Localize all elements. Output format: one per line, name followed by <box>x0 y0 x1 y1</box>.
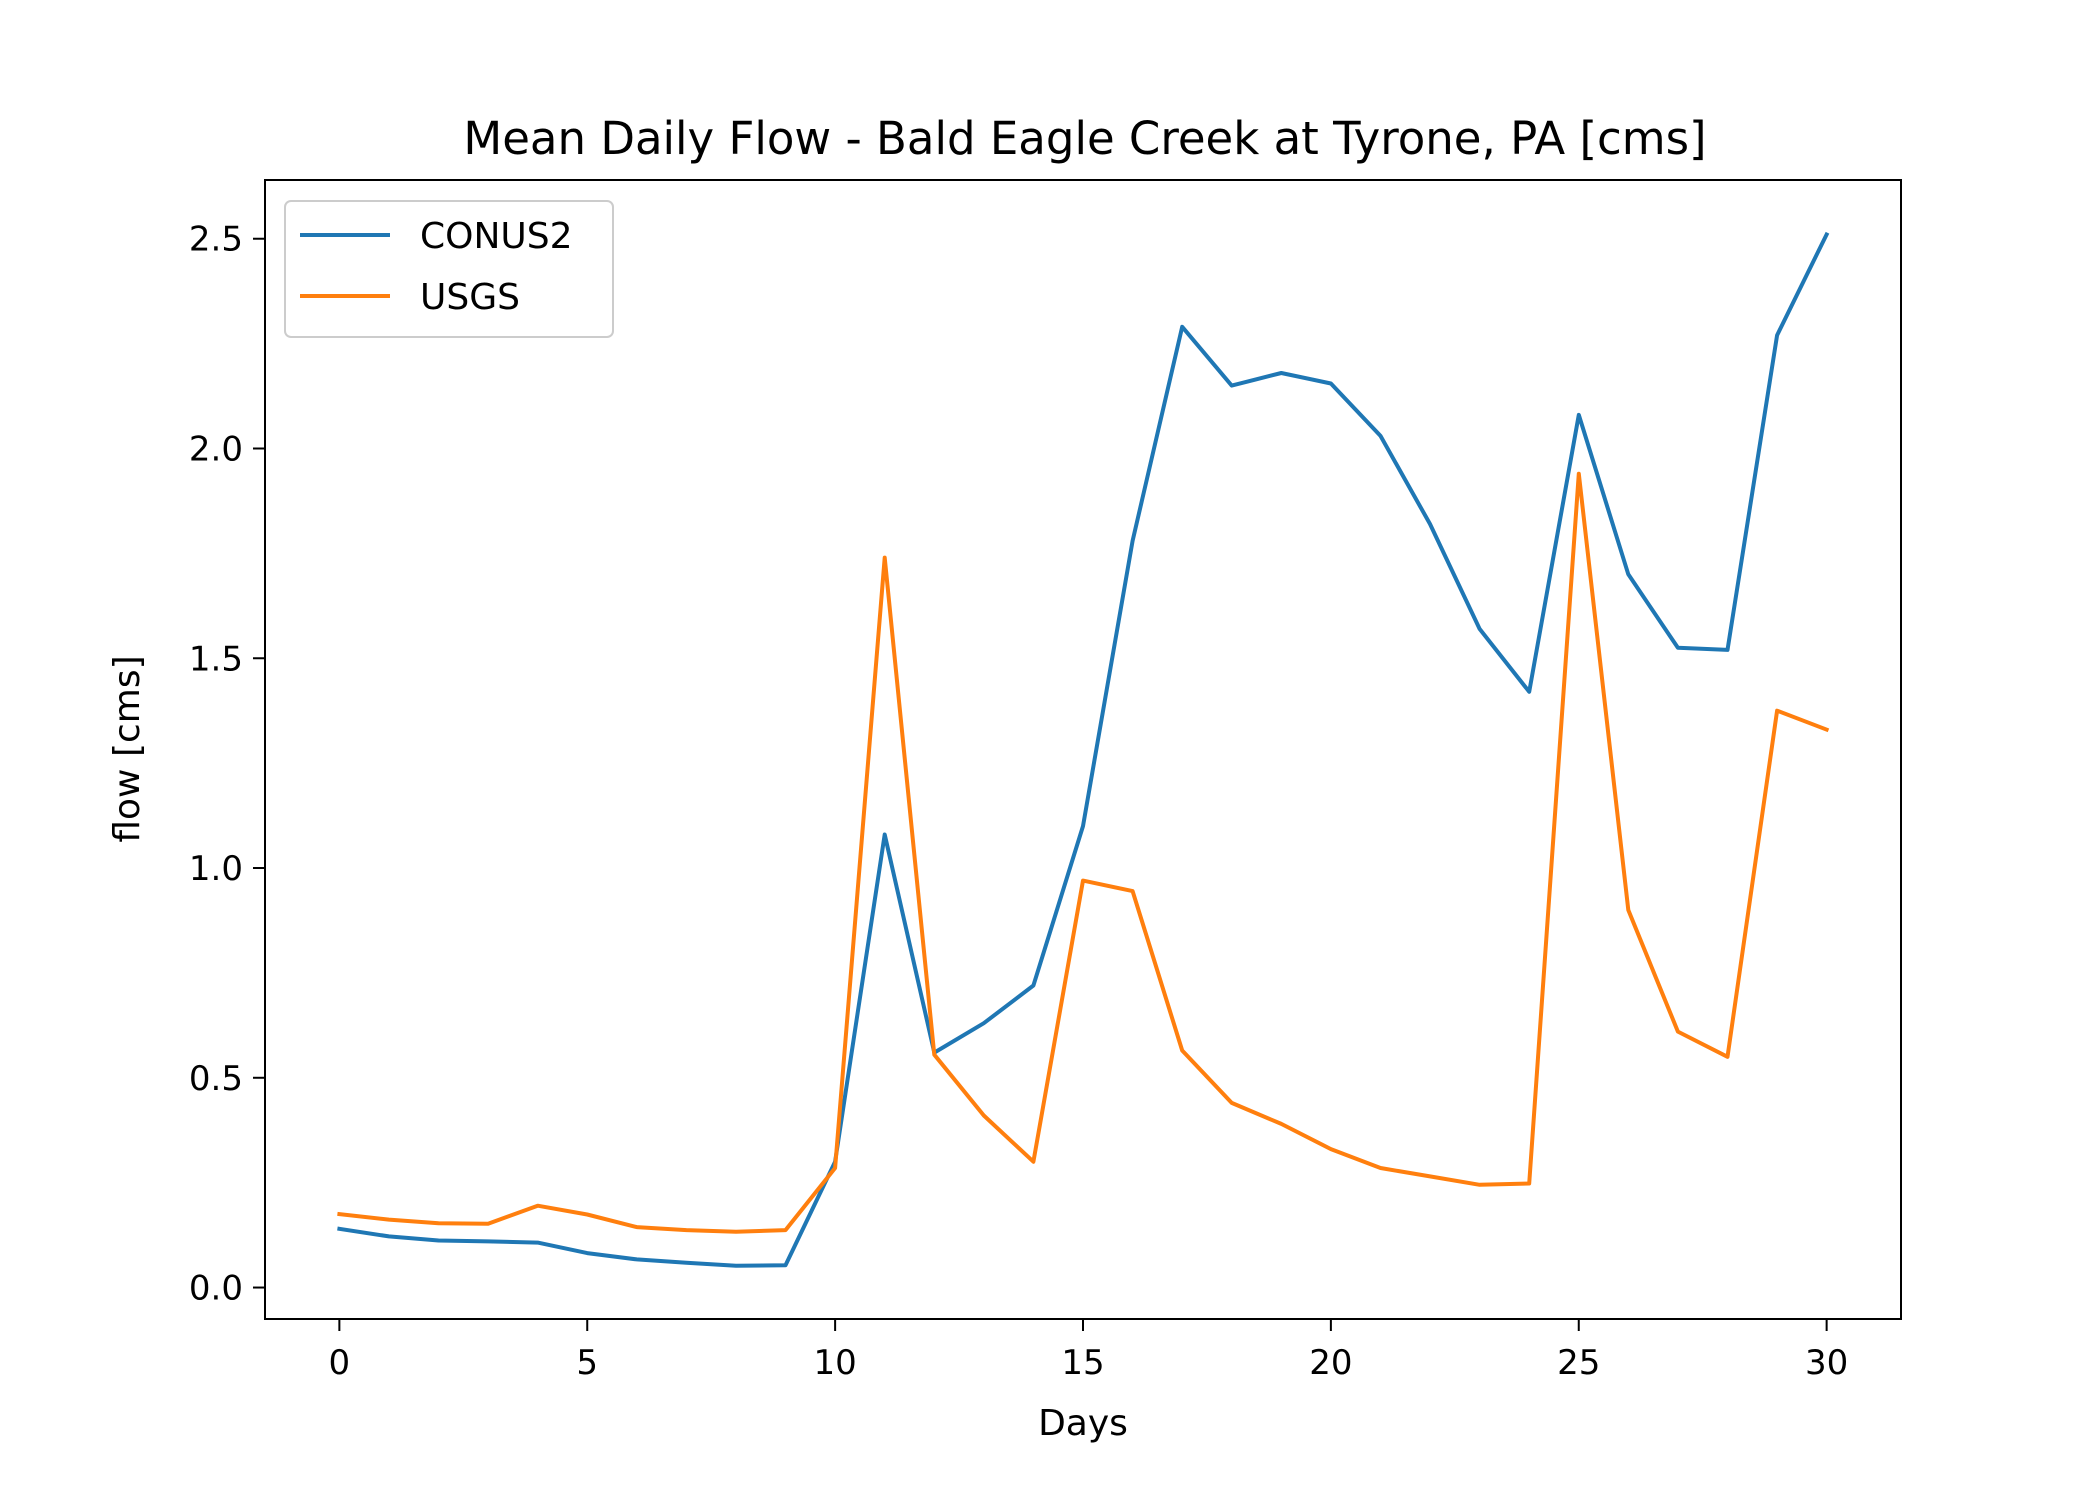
legend: CONUS2 USGS <box>284 200 614 338</box>
legend-label-conus2: CONUS2 <box>420 216 573 257</box>
series-layer <box>337 231 1830 1268</box>
x-tick-label: 15 <box>1061 1343 1104 1383</box>
y-tick-label: 0.5 <box>189 1059 243 1099</box>
x-tick-label: 0 <box>329 1343 351 1383</box>
y-tick-label: 2.0 <box>189 429 243 469</box>
x-tick-label: 10 <box>813 1343 856 1383</box>
series-line-usgs <box>337 471 1830 1234</box>
x-tick-label: 30 <box>1805 1343 1848 1383</box>
y-tick-label: 0.0 <box>189 1269 243 1309</box>
y-tick-label: 1.5 <box>189 639 243 679</box>
chart-title: Mean Daily Flow - Bald Eagle Creek at Ty… <box>463 112 1706 165</box>
y-tick-label: 2.5 <box>189 220 243 260</box>
y-axis: 0.0 0.5 1.0 1.5 2.0 2.5 <box>189 220 265 1309</box>
x-tick-label: 5 <box>576 1343 598 1383</box>
x-tick-label: 25 <box>1557 1343 1600 1383</box>
y-tick-label: 1.0 <box>189 849 243 889</box>
x-axis-label: Days <box>1038 1403 1128 1444</box>
y-axis-label: flow [cms] <box>107 655 148 842</box>
series-line-conus2 <box>337 231 1830 1268</box>
legend-label-usgs: USGS <box>420 277 520 318</box>
x-tick-label: 20 <box>1309 1343 1352 1383</box>
x-axis: 0 5 10 15 20 25 30 <box>329 1319 1848 1383</box>
